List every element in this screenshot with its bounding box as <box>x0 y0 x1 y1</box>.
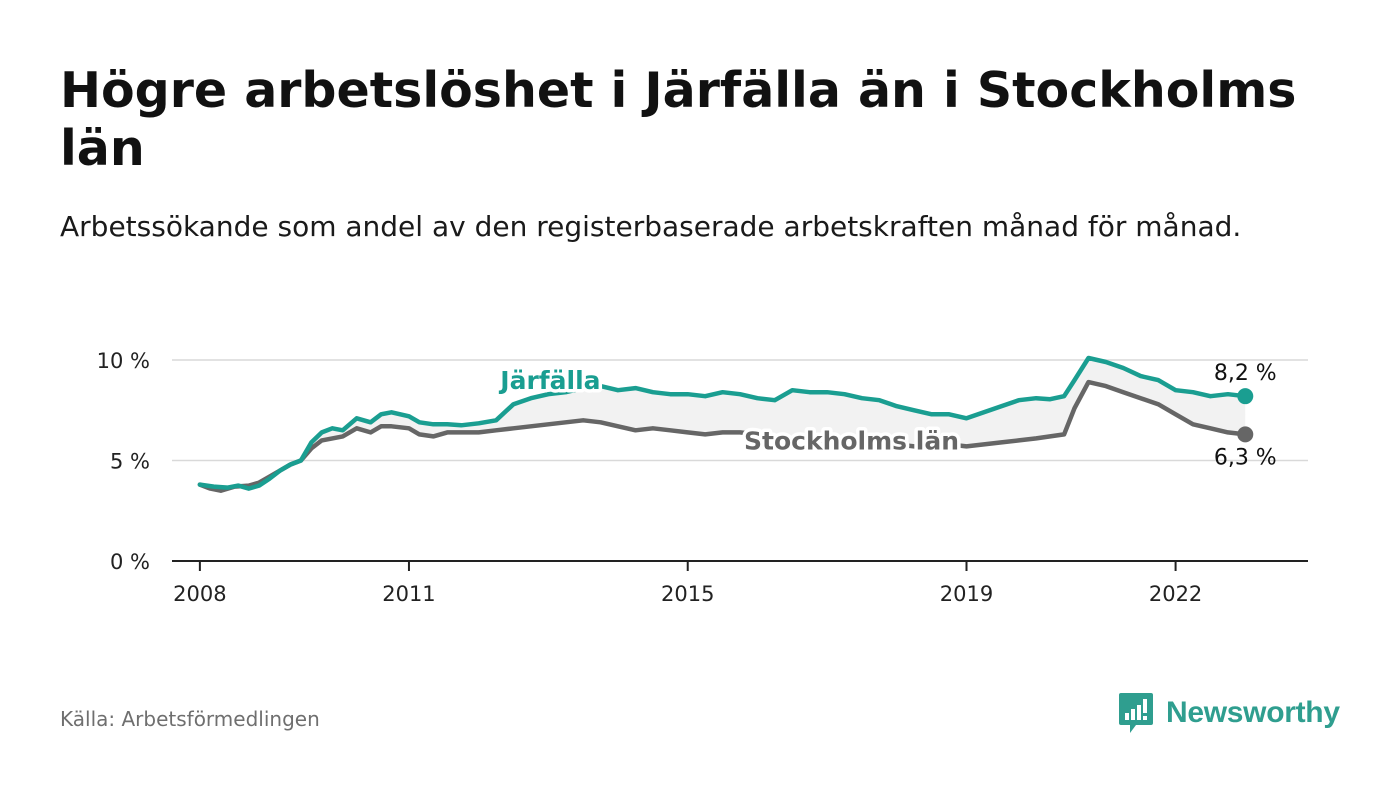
series-label-jarfalla: Järfälla <box>498 366 600 395</box>
x-tick-label: 2019 <box>940 582 993 606</box>
x-tick-label: 2015 <box>661 582 714 606</box>
source-note: Källa: Arbetsförmedlingen <box>60 707 320 731</box>
chart-subtitle: Arbetssökande som andel av den registerb… <box>60 210 1242 243</box>
series-label-stockholms-lan: Stockholms län <box>744 426 959 455</box>
gap-fill <box>199 358 1246 491</box>
axes: 0 % 5 % 10 % 2008 2011 2015 2019 2022 <box>97 349 1308 606</box>
series-lines <box>197 355 1254 493</box>
y-tick-label: 5 % <box>110 450 150 474</box>
chart-title: Högre arbetslöshet i Järfälla än i Stock… <box>60 62 1297 177</box>
y-tick-label: 10 % <box>97 349 150 373</box>
brand-name: Newsworthy <box>1166 696 1340 729</box>
series-endpoint-stockholms-län <box>1237 426 1254 443</box>
x-tick-label: 2011 <box>382 582 435 606</box>
line-chart: 0 % 5 % 10 % 2008 2011 2015 2019 2022 8,2 % 6,3 … <box>97 349 1308 606</box>
end-label-stockholms-lan: 6,3 % <box>1214 445 1277 470</box>
x-tick-label: 2022 <box>1149 582 1202 606</box>
gridlines <box>172 359 1308 462</box>
newsworthy-logo-icon <box>1119 693 1153 733</box>
end-label-jarfalla: 8,2 % <box>1214 361 1277 386</box>
brand-logo[interactable]: Newsworthy <box>1118 690 1340 736</box>
series-line-stockholms-län <box>197 379 1248 493</box>
series-endpoint-järfälla <box>1237 388 1254 405</box>
x-tick-label: 2008 <box>173 582 226 606</box>
gap-area <box>199 358 1246 491</box>
labels: 8,2 % 6,3 % Järfälla Stockholms län <box>495 361 1277 470</box>
series-line-järfälla <box>197 355 1248 491</box>
y-tick-label: 0 % <box>110 550 150 574</box>
